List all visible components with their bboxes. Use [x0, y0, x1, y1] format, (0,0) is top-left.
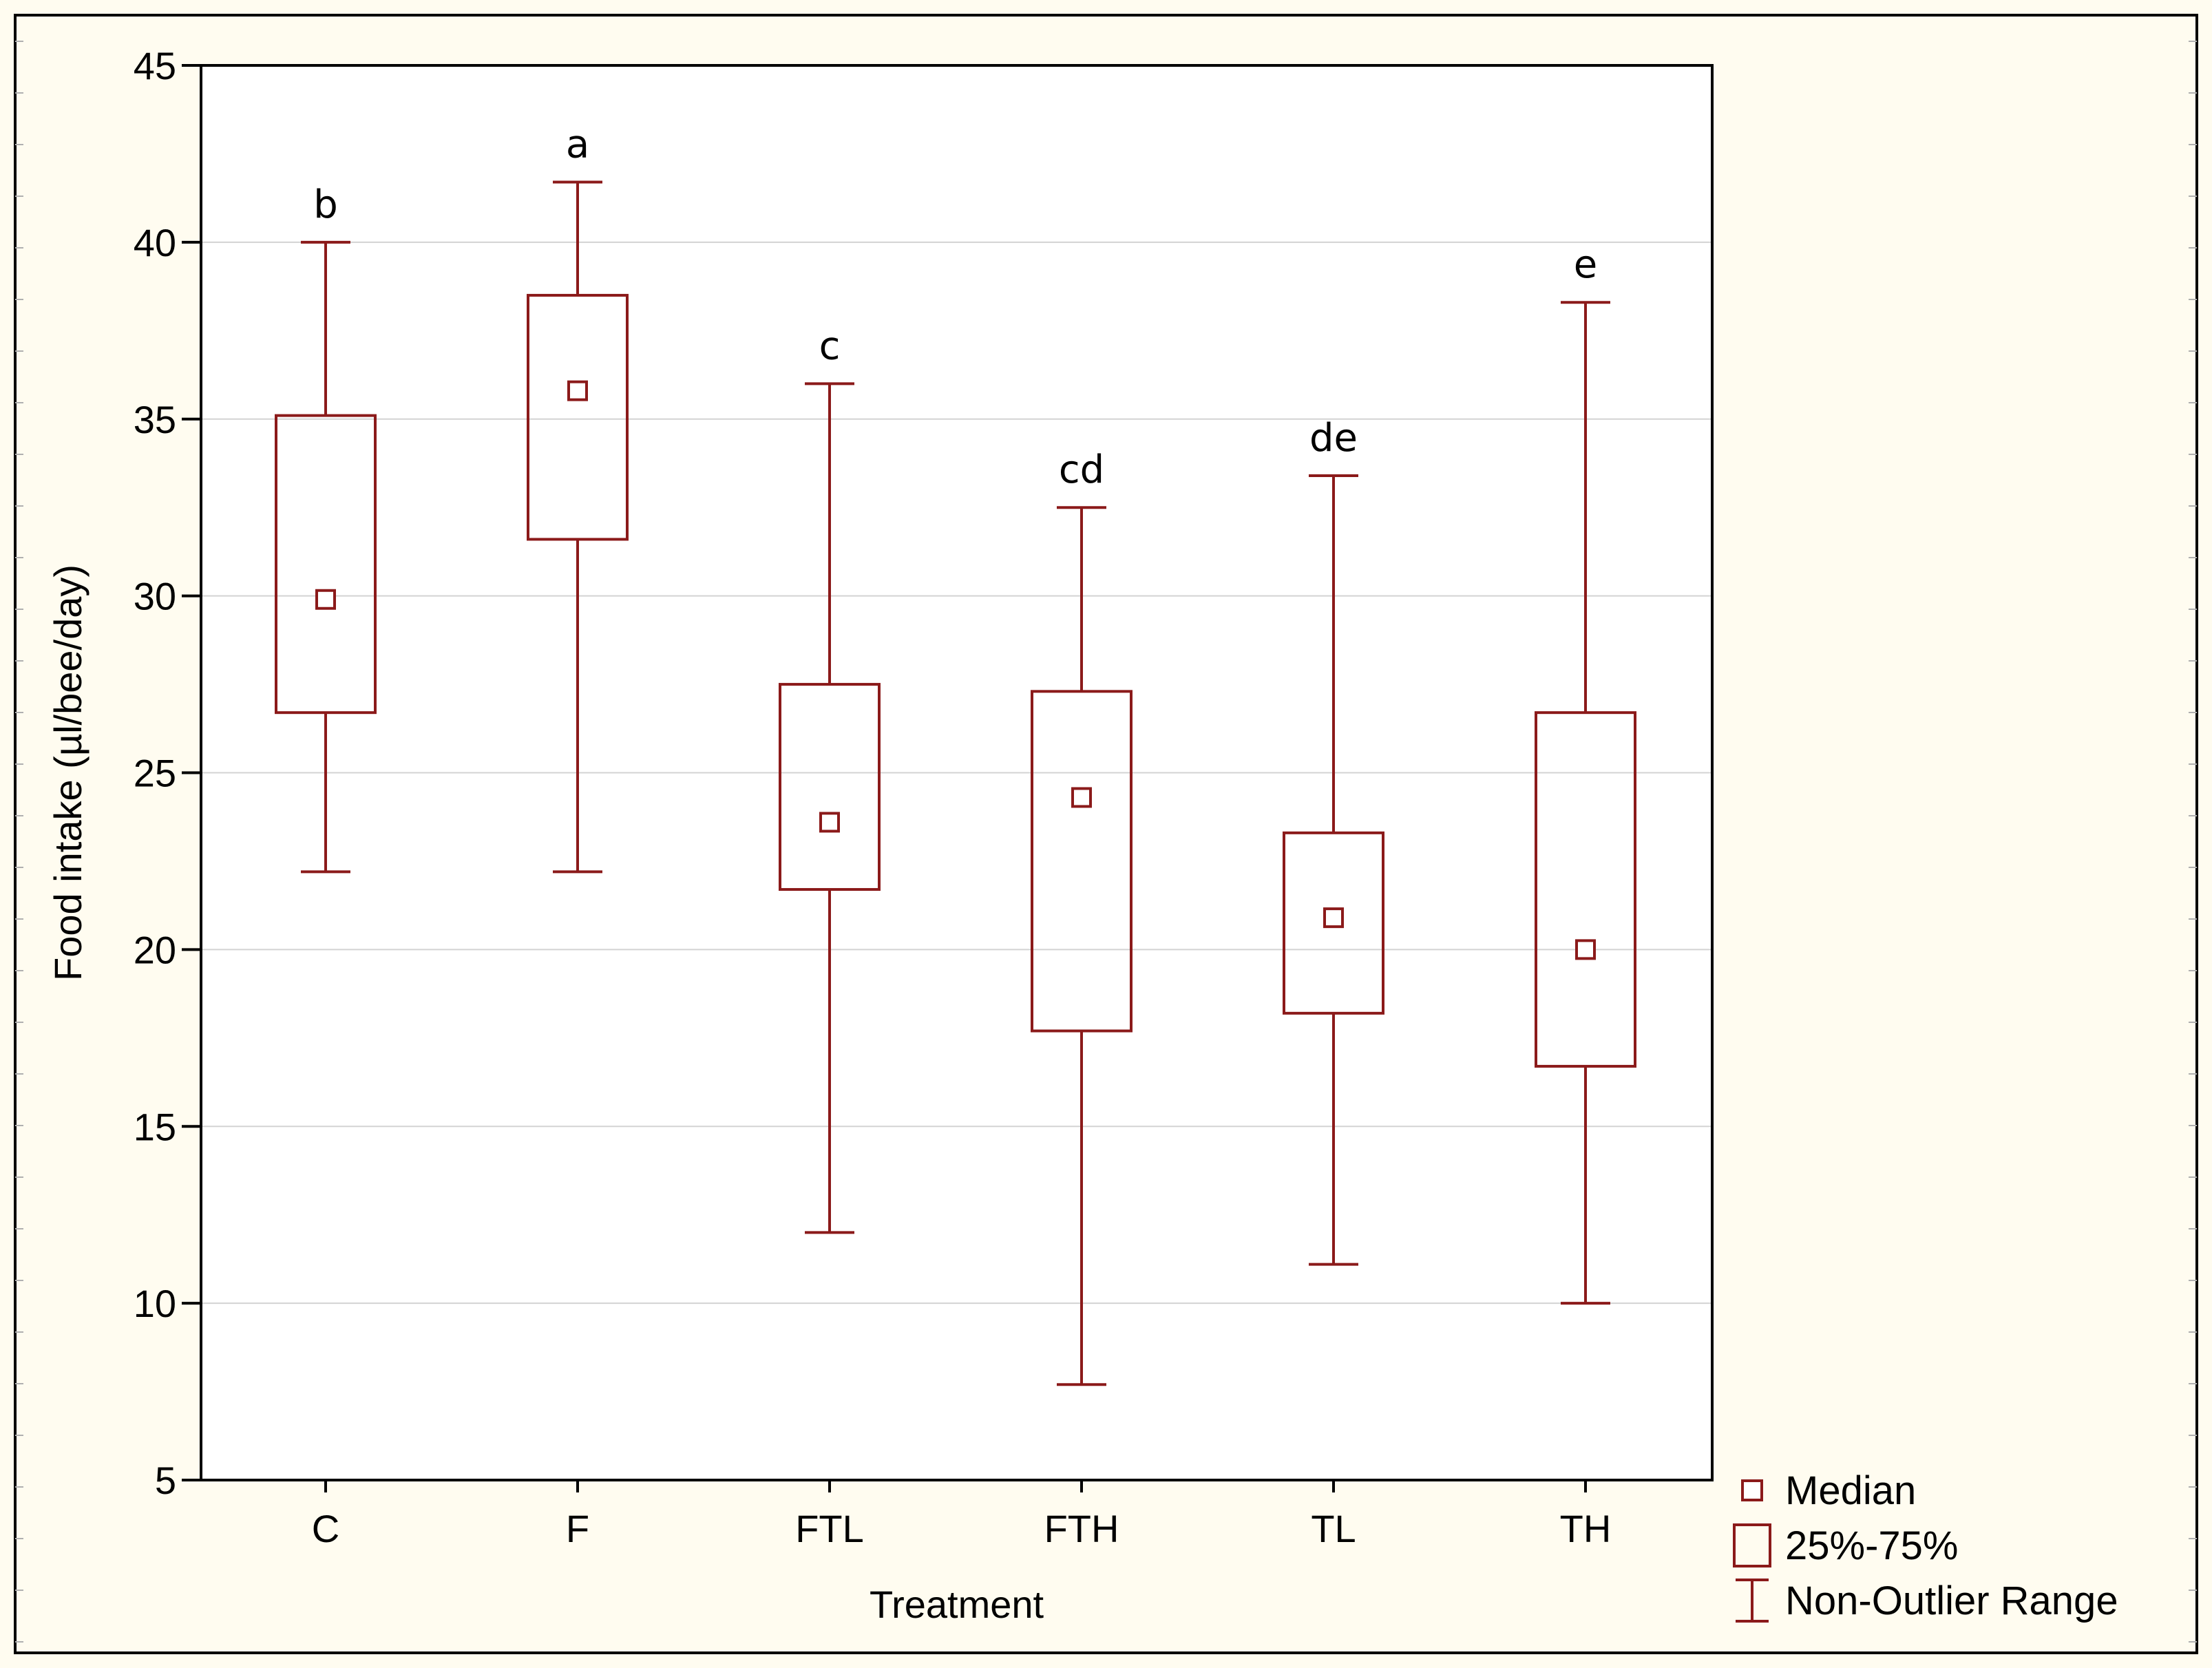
- x-tick-label: FTH: [1044, 1507, 1119, 1550]
- x-tick-label: TH: [1560, 1507, 1612, 1550]
- x-axis: C F FTL FTH TL TH: [312, 1480, 1612, 1550]
- median-marker: [819, 812, 840, 833]
- y-tick-label: 25: [134, 752, 176, 795]
- legend-label: Non-Outlier Range: [1785, 1579, 2118, 1623]
- x-tick-label: C: [312, 1507, 339, 1550]
- significance-letter: c: [819, 324, 841, 368]
- median-marker: [1575, 939, 1596, 960]
- legend-box-icon: [1733, 1523, 1771, 1567]
- significance-letter: cd: [1059, 447, 1104, 492]
- y-tick-label: 35: [134, 398, 176, 441]
- y-tick-label: 15: [134, 1105, 176, 1148]
- x-axis-title: Treatment: [870, 1583, 1044, 1626]
- significance-letter: de: [1309, 416, 1358, 461]
- box-group: cd: [1031, 447, 1133, 1386]
- box-group: b: [275, 182, 377, 874]
- y-tick-label: 30: [134, 575, 176, 618]
- box-group: e: [1535, 242, 1636, 1305]
- x-tick-label: FTL: [795, 1507, 864, 1550]
- legend-entry: Non-Outlier Range: [1736, 1579, 2118, 1623]
- x-tick-label: TL: [1311, 1507, 1356, 1550]
- figure-border: [14, 14, 2198, 1654]
- median-marker: [567, 380, 588, 401]
- median-marker: [315, 589, 336, 610]
- legend-entry: Median: [1741, 1468, 1916, 1513]
- frame-ticks: [15, 41, 2197, 1643]
- x-tick-label: F: [566, 1507, 589, 1550]
- y-tick-label: 40: [134, 221, 176, 264]
- y-axis-title: Food intake (µl/bee/day): [46, 564, 89, 981]
- box-series: b a c cd de e: [275, 123, 1636, 1386]
- significance-letter: b: [313, 182, 338, 227]
- y-tick-label: 10: [134, 1282, 176, 1325]
- iqr-box: [275, 414, 377, 715]
- median-marker: [1071, 787, 1092, 808]
- y-tick-label: 5: [155, 1459, 176, 1502]
- iqr-box: [779, 683, 881, 891]
- box-group: a: [527, 123, 629, 874]
- grid-lines: [201, 241, 1712, 1305]
- significance-letter: a: [566, 123, 589, 167]
- box-group: de: [1283, 416, 1384, 1266]
- iqr-box: [527, 293, 629, 541]
- iqr-box: [1031, 690, 1133, 1033]
- y-tick-label: 20: [134, 928, 176, 971]
- y-axis: 5 10 15 20 25 30 35 40 45: [134, 44, 201, 1502]
- significance-letter: e: [1574, 242, 1597, 287]
- iqr-box: [1535, 711, 1636, 1068]
- legend-label: Median: [1785, 1468, 1916, 1513]
- y-tick-label: 45: [134, 44, 176, 87]
- legend-median-icon: [1741, 1479, 1763, 1501]
- legend-label: 25%-75%: [1785, 1523, 1958, 1568]
- legend-entry: 25%-75%: [1733, 1523, 1958, 1568]
- legend: Median 25%-75% Non-Outlier Range: [1733, 1468, 2118, 1623]
- box-group: c: [779, 324, 881, 1234]
- median-marker: [1323, 907, 1344, 929]
- iqr-box: [1283, 831, 1384, 1015]
